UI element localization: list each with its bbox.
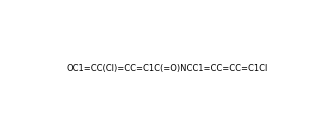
Text: OC1=CC(Cl)=CC=C1C(=O)NCC1=CC=CC=C1Cl: OC1=CC(Cl)=CC=C1C(=O)NCC1=CC=CC=C1Cl bbox=[67, 64, 268, 73]
